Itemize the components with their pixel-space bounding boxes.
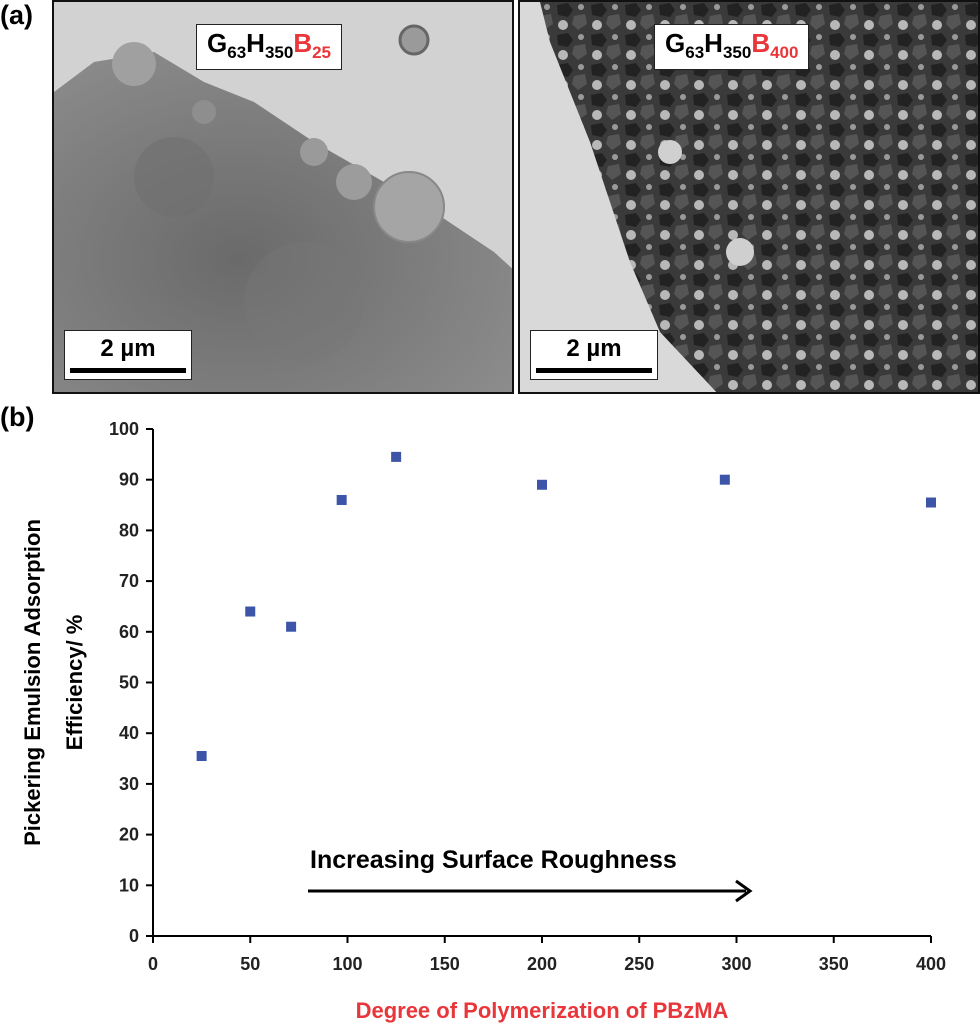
data-point <box>196 751 207 762</box>
y-tick-label: 10 <box>119 875 139 895</box>
y-axis-label-line1: Pickering Emulsion Adsorption <box>20 519 45 846</box>
y-tick-label: 20 <box>119 825 139 845</box>
x-tick-label: 100 <box>332 954 362 974</box>
panel-a-letter: (a) <box>0 0 33 30</box>
y-axis-label-line2: Efficiency/ % <box>62 615 87 751</box>
scale-bar-label: 2 µm <box>100 335 156 362</box>
y-tick-label: 70 <box>119 571 139 591</box>
scale-bar-right: 2 µm <box>530 330 658 380</box>
y-tick-label: 0 <box>129 926 139 946</box>
arrow-head <box>735 879 753 903</box>
x-tick-label: 350 <box>819 954 849 974</box>
tem-image-b400: G63H350B400 2 µm <box>518 0 980 394</box>
y-tick-label: 90 <box>119 470 139 490</box>
y-tick-label: 50 <box>119 673 139 693</box>
y-tick-label: 40 <box>119 723 139 743</box>
data-point <box>537 479 547 490</box>
tem-image-b25: G63H350B25 2 µm <box>52 0 514 394</box>
x-tick-label: 0 <box>148 954 158 974</box>
x-tick-label: 150 <box>430 954 460 974</box>
y-tick-label: 100 <box>109 419 139 439</box>
scale-bar-line <box>70 368 186 373</box>
data-point <box>286 621 297 632</box>
y-tick-label: 80 <box>119 520 139 540</box>
data-point <box>926 497 936 508</box>
scale-bar-label: 2 µm <box>566 335 622 362</box>
x-tick-label: 250 <box>624 954 654 974</box>
annotation-text: Increasing Surface Roughness <box>310 846 677 874</box>
x-tick-label: 400 <box>916 954 946 974</box>
annotation-arrow <box>308 879 753 903</box>
data-point <box>719 474 730 485</box>
sample-label-b400: G63H350B400 <box>654 24 810 70</box>
sample-label-b25: G63H350B25 <box>196 24 343 70</box>
x-axis-label: Degree of Polymerization of PBzMA <box>356 998 729 1023</box>
data-point <box>245 606 256 617</box>
x-tick-label: 50 <box>240 954 260 974</box>
x-axis-ticks: 0 50 100 150 200 250 300 350 400 <box>148 936 946 974</box>
data-points <box>196 451 936 762</box>
data-point <box>336 494 347 505</box>
scale-bar-line <box>536 368 652 373</box>
scatter-chart: 0 10 20 30 40 50 60 70 80 90 100 0 50 100 150 200 250 30… <box>20 419 946 1023</box>
y-axis-ticks: 0 10 20 30 40 50 60 70 80 90 100 <box>109 419 153 946</box>
data-point <box>391 451 402 462</box>
y-tick-label: 60 <box>119 622 139 642</box>
x-tick-label: 300 <box>721 954 751 974</box>
y-tick-label: 30 <box>119 774 139 794</box>
panel-b-letter: (b) <box>0 402 35 432</box>
x-tick-label: 200 <box>527 954 557 974</box>
scale-bar-left: 2 µm <box>64 330 192 380</box>
